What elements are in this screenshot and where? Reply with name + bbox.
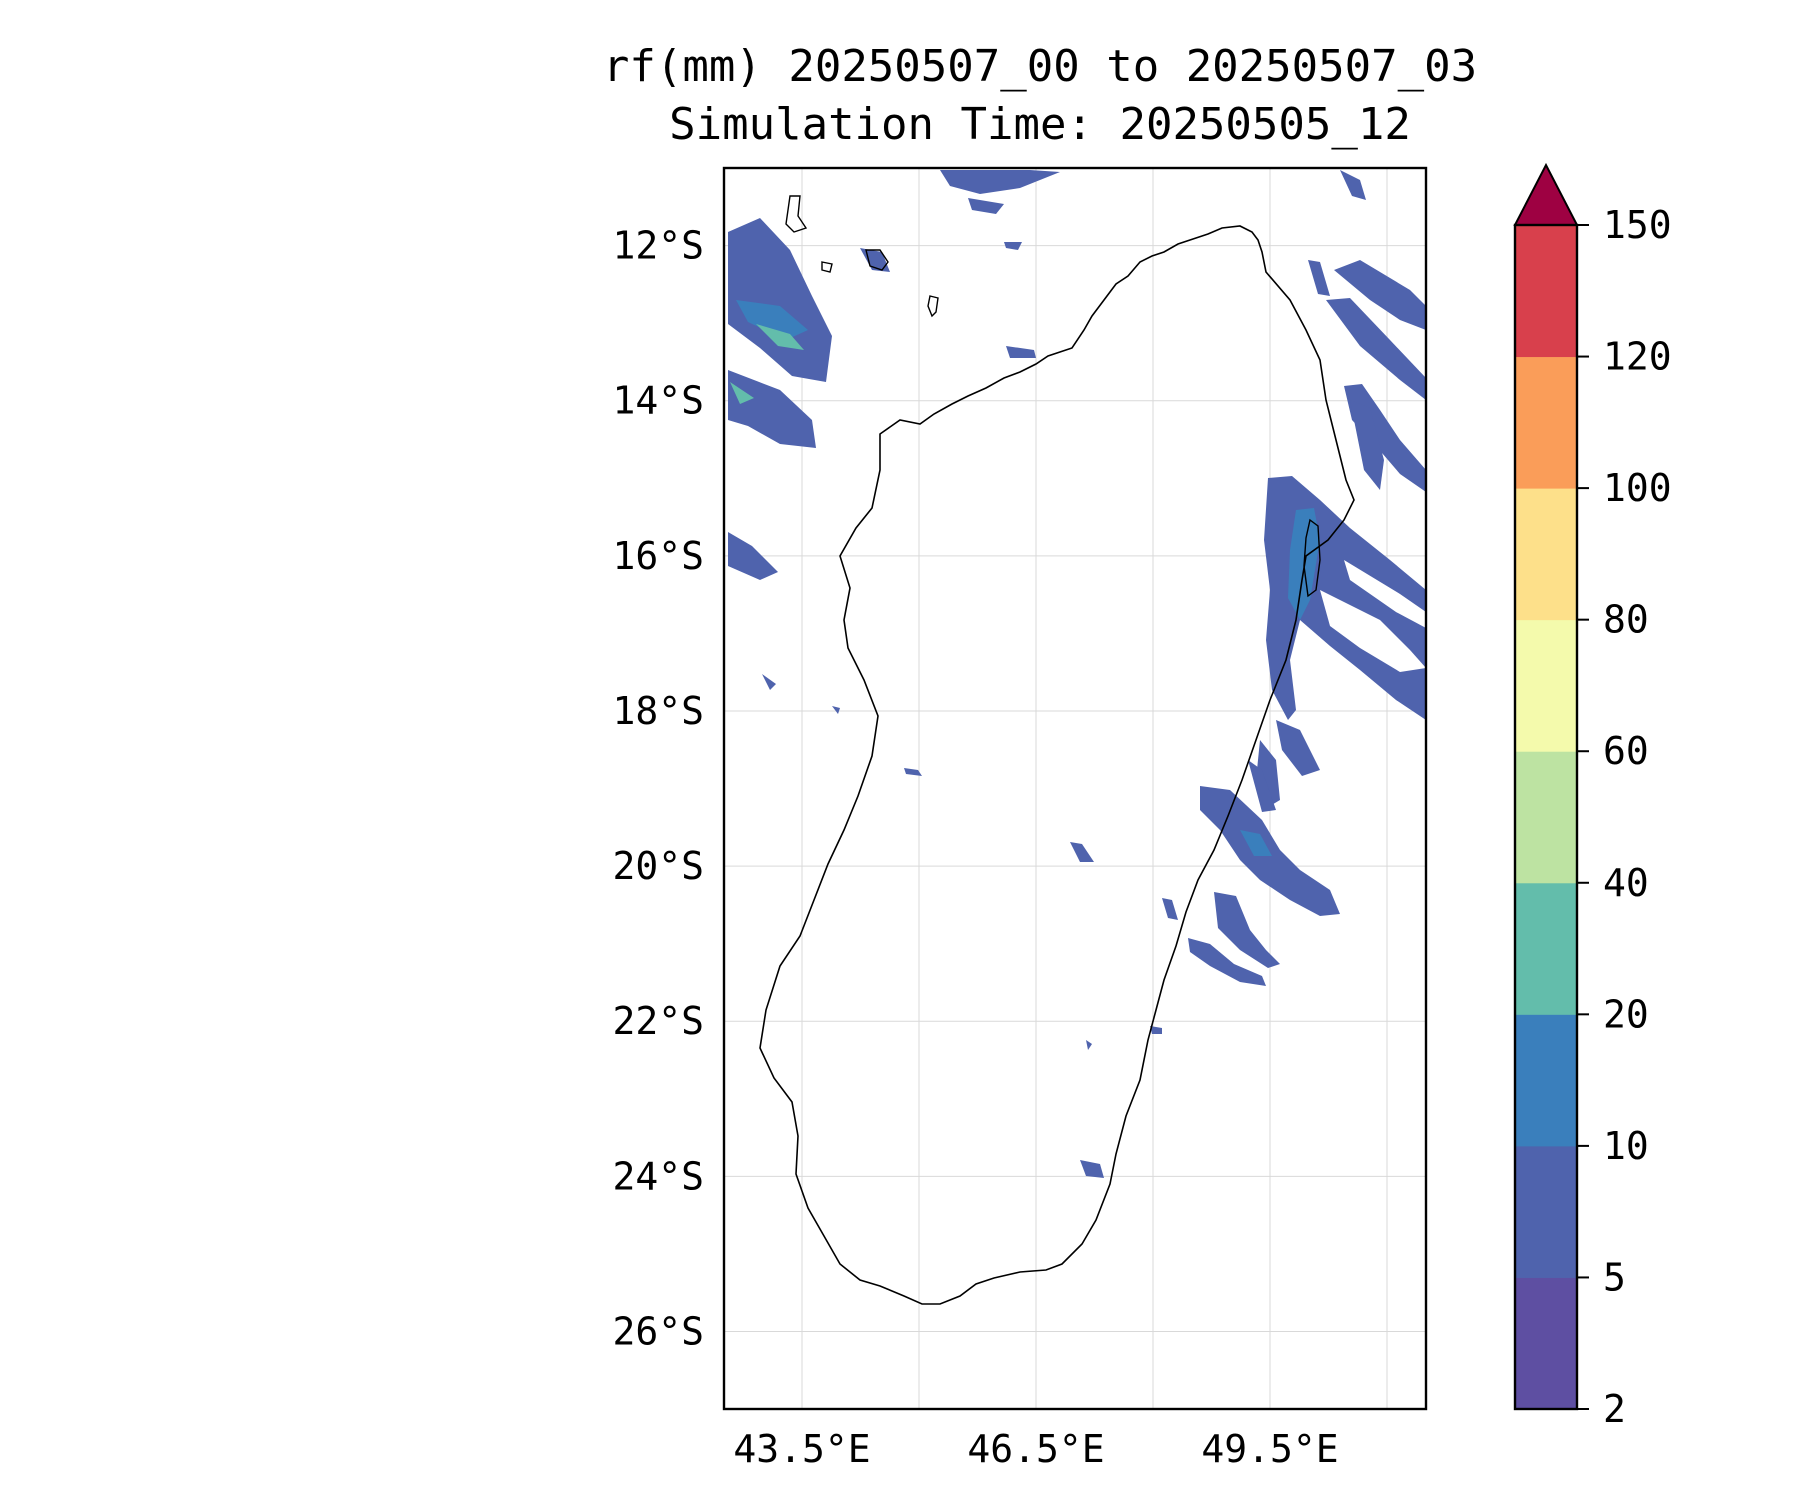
rain-area: [1240, 830, 1272, 856]
map-frame: [722, 166, 1428, 1411]
colorbar-tick-label: 80: [1603, 598, 1649, 642]
colorbar-segment: [1515, 882, 1577, 1015]
rain-area: [1340, 170, 1366, 200]
rain-area: [1248, 760, 1276, 812]
rain-area: [1070, 842, 1094, 862]
lat-tick-label: 12°S: [612, 224, 704, 268]
colorbar-segment: [1515, 619, 1577, 752]
rain-area: [728, 370, 816, 448]
rain-area: [730, 382, 754, 404]
map-gridlines: [724, 168, 1426, 1409]
colorbar-segment: [1515, 356, 1577, 489]
rain-area: [1320, 590, 1426, 672]
rain-area: [904, 768, 922, 776]
colorbar-tick-label: 60: [1603, 729, 1649, 773]
colorbar-tick-label: 120: [1603, 335, 1672, 379]
rain-area: [1214, 892, 1280, 968]
rain-area: [1162, 898, 1178, 920]
rain-area: [1308, 260, 1330, 296]
rain-area: [736, 300, 808, 340]
lat-tick-label: 14°S: [612, 379, 704, 423]
colorbar-segment: [1515, 1277, 1577, 1410]
colorbar-segment: [1515, 1145, 1577, 1278]
colorbar-tick-label: 40: [1603, 861, 1649, 905]
rain-area: [1200, 786, 1340, 916]
colorbar-segment: [1515, 751, 1577, 884]
colorbar-segment: [1515, 1014, 1577, 1147]
lon-tick-label: 49.5°E: [1201, 1427, 1338, 1471]
rain-area: [832, 706, 840, 714]
rain-area: [728, 532, 778, 580]
lat-tick-label: 22°S: [612, 999, 704, 1043]
longitude-tick-labels: 43.5°E 46.5°E 49.5°E: [733, 1427, 1338, 1471]
rain-area: [762, 674, 776, 690]
rain-area: [968, 198, 1004, 214]
lon-tick-label: 46.5°E: [967, 1427, 1104, 1471]
lat-tick-label: 18°S: [612, 689, 704, 733]
colorbar-tick-label: 100: [1603, 466, 1672, 510]
colorbar-segment: [1515, 488, 1577, 621]
colorbar-tick-label: 150: [1603, 203, 1672, 247]
rain-area: [1004, 242, 1022, 250]
lon-tick-label: 43.5°E: [733, 1427, 870, 1471]
island-outline: [785, 195, 808, 233]
colorbar-frame: [1513, 223, 1579, 1411]
rain-area: [728, 218, 832, 382]
island-outline: [821, 261, 833, 273]
lat-tick-label: 26°S: [612, 1309, 704, 1353]
rain-area: [940, 170, 1060, 194]
colorbar-tick-label: 20: [1603, 992, 1649, 1036]
island-outline: [865, 249, 889, 271]
rain-area: [1080, 1160, 1104, 1178]
island-outline: [1303, 518, 1321, 598]
colorbar-tick-label: 5: [1603, 1255, 1626, 1299]
madagascar-coastline: [759, 225, 1355, 1305]
rain-area: [1086, 1040, 1092, 1050]
colorbar-tick-label: 10: [1603, 1124, 1649, 1168]
chart-title-line-1: rf(mm) 20250507_00 to 20250507_03: [602, 41, 1478, 92]
rain-area: [756, 324, 804, 350]
rain-area: [1276, 720, 1320, 776]
colorbar-extend-triangle: [1513, 162, 1579, 226]
island-outline: [927, 295, 939, 318]
colorbar: 2 5 10 20 40 60 80 100 120 150: [1513, 162, 1672, 1431]
rain-area: [1344, 560, 1426, 628]
rain-area: [1350, 400, 1384, 490]
rain-area: [1006, 346, 1036, 358]
rain-area: [1326, 298, 1426, 400]
lat-tick-label: 20°S: [612, 844, 704, 888]
colorbar-segment: [1515, 225, 1577, 358]
chart-title-line-2: Simulation Time: 20250505_12: [669, 99, 1411, 150]
lat-tick-label: 24°S: [612, 1154, 704, 1198]
rain-area: [1334, 260, 1426, 330]
rainfall-areas: [728, 170, 1426, 1178]
colorbar-tick-label: 2: [1603, 1387, 1626, 1431]
rain-area: [1150, 1026, 1162, 1034]
latitude-tick-labels: 12°S 14°S 16°S 18°S 20°S 22°S 24°S 26°S: [612, 224, 704, 1354]
rain-area: [1188, 938, 1266, 986]
lat-tick-label: 16°S: [612, 534, 704, 578]
